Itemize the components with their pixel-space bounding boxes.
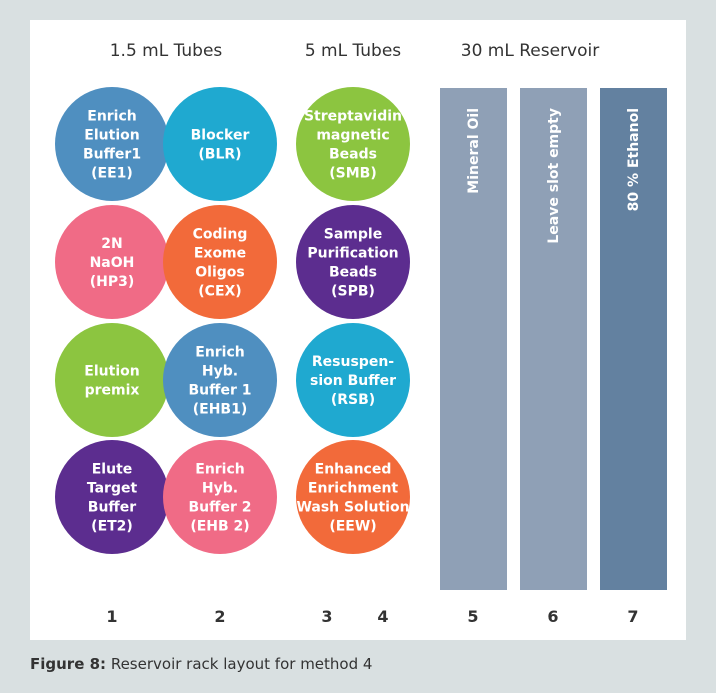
tube-label: Enhanced [315, 462, 392, 478]
tube-label: Enrich [87, 109, 137, 125]
caption: Figure 8: Reservoir rack layout for meth… [30, 655, 372, 673]
tube-label: Buffer [88, 500, 136, 516]
tube [296, 205, 410, 319]
tube-label: premix [85, 383, 140, 399]
tube-label: Enrich [195, 345, 245, 361]
tube [163, 440, 277, 554]
tube [55, 440, 169, 554]
tube-label: Elution [84, 364, 139, 380]
tube-label: (BLR) [198, 147, 241, 163]
position-number: 2 [214, 607, 225, 626]
tube-label: (EHB1) [193, 402, 248, 418]
position-number: 6 [547, 607, 558, 626]
tube-label: Streptavidin [304, 109, 402, 125]
reservoir-label: 80 % Ethanol [626, 108, 642, 211]
reservoir-label: Leave slot empty [546, 108, 562, 244]
tube-label: sion Buffer [310, 373, 396, 389]
tube-label: Blocker [191, 128, 250, 144]
tube-label: Coding [193, 227, 248, 243]
caption-label: Figure 8: [30, 655, 107, 673]
tube [296, 440, 410, 554]
tube-label: Resuspen- [312, 354, 394, 370]
tube-label: Buffer1 [83, 147, 141, 163]
column-header: 1.5 mL Tubes [110, 41, 223, 61]
tube-label: (SMB) [329, 166, 376, 182]
tube [55, 87, 169, 201]
tube-label: (RSB) [331, 392, 375, 408]
tube-label: Elution [84, 128, 139, 144]
tube-label: (CEX) [198, 284, 241, 300]
caption-text: Reservoir rack layout for method 4 [110, 655, 373, 673]
tube [296, 323, 410, 437]
tube [163, 205, 277, 319]
tube-label: (EHB 2) [190, 519, 249, 535]
tube-label: Beads [329, 265, 377, 281]
tube-label: NaOH [90, 255, 135, 271]
tube-label: Enrichment [308, 481, 399, 497]
tube-label: 2N [101, 236, 122, 252]
tube-label: Beads [329, 147, 377, 163]
tube-label: Elute [92, 462, 133, 478]
tube-label: Oligos [195, 265, 244, 281]
tube-label: Hyb. [202, 364, 238, 380]
column-header: 30 mL Reservoir [461, 41, 599, 61]
reservoir [600, 88, 667, 590]
tube-label: (ET2) [91, 519, 133, 535]
tube-label: (SPB) [331, 284, 375, 300]
reservoir [440, 88, 507, 590]
position-number: 4 [377, 607, 388, 626]
tube-label: Wash Solution [296, 500, 409, 516]
tube [163, 323, 277, 437]
position-number: 5 [467, 607, 478, 626]
column-header: 5 mL Tubes [305, 41, 401, 61]
reservoir-label: Mineral Oil [466, 108, 482, 194]
tube-label: Exome [194, 246, 246, 262]
tube-label: Purification [307, 246, 398, 262]
tube [55, 323, 169, 437]
tube-label: Target [87, 481, 138, 497]
tube-label: Sample [324, 227, 382, 243]
tube-label: (HP3) [90, 274, 135, 290]
reservoir [520, 88, 587, 590]
tube-label: Hyb. [202, 481, 238, 497]
tube [163, 87, 277, 201]
position-number: 3 [321, 607, 332, 626]
tube-label: magnetic [316, 128, 389, 144]
position-number: 1 [106, 607, 117, 626]
tube-label: Enrich [195, 462, 245, 478]
position-number: 7 [627, 607, 638, 626]
tube [55, 205, 169, 319]
tube-label: (EE1) [91, 166, 133, 182]
tube [296, 87, 410, 201]
tube-label: (EEW) [329, 519, 376, 535]
tube-label: Buffer 2 [189, 500, 252, 516]
tube-label: Buffer 1 [189, 383, 252, 399]
